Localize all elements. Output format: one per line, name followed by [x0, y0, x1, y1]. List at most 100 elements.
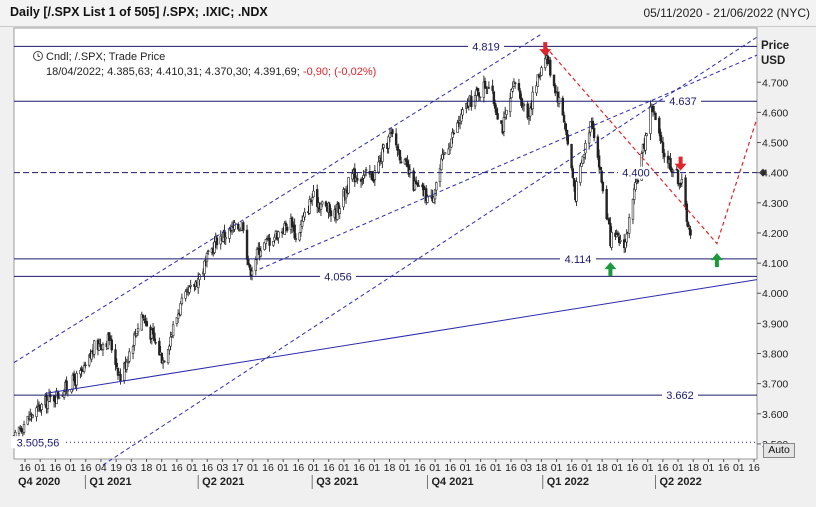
price-axis-label: Price	[761, 40, 789, 52]
candle-body	[145, 321, 149, 327]
candle-body	[584, 143, 587, 154]
candle-body	[544, 57, 547, 69]
candle-body	[303, 211, 306, 218]
currency-axis-label: USD	[761, 55, 785, 67]
candle-body	[46, 400, 50, 409]
candle-body	[477, 92, 481, 97]
candle-body	[119, 373, 122, 382]
candle-body	[680, 179, 684, 184]
candle-body	[35, 407, 38, 417]
candle-body	[329, 210, 333, 216]
candle-body	[57, 397, 61, 399]
candle-body	[645, 133, 648, 137]
candle-body	[308, 199, 311, 214]
x-tick-label: 01	[399, 462, 411, 474]
candle-body	[654, 112, 657, 121]
candle-body	[338, 208, 341, 214]
x-tick-label: 01	[581, 462, 593, 474]
x-tick-label: 16	[201, 462, 213, 474]
y-tick-label: 3.600	[762, 409, 788, 421]
candle-body	[443, 152, 447, 155]
candle-body	[185, 289, 189, 292]
candle-body	[684, 177, 687, 206]
candle-body	[285, 226, 289, 231]
chart-title: Daily [/.SPX List 1 of 505] /.SPX; .IXIC…	[10, 5, 268, 19]
candle-body	[125, 361, 128, 370]
candle-body	[135, 333, 138, 336]
clock-icon	[33, 51, 43, 61]
candle-body	[535, 85, 538, 94]
quarter-label: Q2 2021	[202, 476, 244, 488]
candle-body	[153, 332, 156, 341]
ohlc-readout: 18/04/2022; 4.385,63; 4.410,31; 4.370,30…	[46, 66, 376, 78]
candle-body	[624, 241, 627, 249]
candle-body	[364, 169, 368, 171]
candle-body	[570, 143, 573, 169]
candle-body	[438, 168, 442, 183]
candle-body	[689, 229, 692, 236]
candle-body	[627, 217, 631, 234]
candle-body	[298, 232, 301, 241]
candle-body	[166, 349, 170, 364]
auto-scale-button[interactable]: Auto	[763, 443, 795, 458]
x-tick-label: 01	[642, 462, 654, 474]
long-support-line	[46, 279, 758, 394]
wedge-support-line	[259, 54, 758, 270]
candle-body	[65, 380, 68, 391]
plot-area[interactable]	[13, 27, 758, 460]
candle-body	[133, 333, 136, 346]
arrow-up-icon	[710, 253, 723, 268]
candle-body	[259, 250, 263, 257]
candle-body	[596, 136, 600, 158]
x-tick-label: 16	[414, 462, 426, 474]
candle-body	[554, 84, 557, 94]
candle-body	[633, 188, 636, 200]
candle-body	[685, 203, 689, 222]
candle-body	[250, 270, 254, 276]
candle-body	[207, 250, 210, 252]
y-tick-label: 4.500	[762, 138, 788, 150]
candle-body	[312, 190, 315, 198]
candle-body	[136, 328, 140, 333]
candle-body	[398, 150, 402, 161]
x-tick-label: 18	[384, 462, 396, 474]
candle-body	[659, 131, 662, 141]
candle-body	[500, 120, 503, 124]
candle-body	[473, 95, 477, 107]
x-tick-label: 16	[171, 462, 183, 474]
candle-body	[653, 111, 656, 113]
candle-body	[688, 228, 691, 230]
x-tick-label: 01	[611, 462, 623, 474]
y-tick-label: 4.600	[762, 107, 788, 119]
x-tick-label: 01	[368, 462, 380, 474]
level-label: 3.662	[666, 390, 694, 402]
candle-body	[324, 201, 328, 207]
level-label-bg	[560, 252, 596, 265]
x-tick-label: 01	[672, 462, 684, 474]
candle-body	[572, 178, 576, 187]
candle-body	[676, 169, 680, 185]
level-label: 4.400	[622, 168, 650, 180]
candle-body	[268, 237, 271, 246]
candle-body	[669, 158, 672, 171]
arrow-up-icon	[604, 262, 617, 277]
candle-body	[564, 122, 567, 130]
candle-body	[255, 248, 259, 260]
candle-body	[399, 161, 403, 163]
x-tick-label: 01	[429, 462, 441, 474]
candle-body	[591, 120, 595, 130]
x-tick-label: 16	[475, 462, 487, 474]
x-tick-label: 16	[293, 462, 305, 474]
candle-body	[686, 222, 690, 228]
candle-body	[245, 229, 249, 260]
candle-body	[321, 201, 324, 205]
candle-body	[31, 414, 34, 418]
quarter-label: Q2 2022	[660, 476, 702, 488]
candle-body	[536, 74, 539, 87]
candle-body	[114, 349, 117, 365]
x-tick-label: 18	[687, 462, 699, 474]
title-bar: Daily [/.SPX List 1 of 505] /.SPX; .IXIC…	[0, 0, 816, 27]
candle-body	[461, 109, 464, 116]
candle-body	[351, 173, 354, 180]
